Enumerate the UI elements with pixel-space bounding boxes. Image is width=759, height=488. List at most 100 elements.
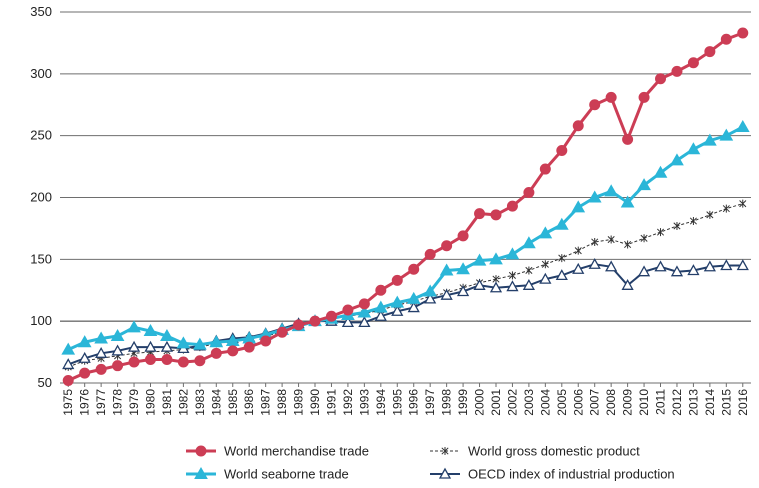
x-tick-label: 2008 [604, 389, 618, 416]
data-point [144, 340, 157, 352]
data-point [79, 367, 91, 379]
data-point [160, 340, 174, 352]
data-point [456, 262, 470, 275]
data-point [522, 236, 536, 249]
x-tick-label: 1977 [94, 389, 108, 416]
series-line [68, 203, 743, 368]
x-tick-label: 1979 [127, 389, 141, 416]
data-point [539, 272, 552, 284]
x-tick-label: 1982 [176, 389, 190, 416]
data-point [95, 346, 108, 358]
data-point [110, 328, 125, 342]
data-point [525, 266, 533, 275]
data-point [127, 320, 141, 333]
data-point [558, 254, 566, 263]
data-point [406, 291, 421, 304]
data-point [78, 351, 91, 363]
data-point [624, 240, 632, 249]
data-point [243, 341, 255, 353]
data-point [719, 128, 734, 141]
data-point [654, 260, 667, 272]
x-tick-label: 1975 [61, 389, 75, 416]
gridlines [60, 11, 751, 387]
x-tick-label: 1994 [374, 389, 388, 416]
x-tick-label: 1997 [423, 389, 437, 416]
data-point [474, 208, 486, 220]
data-point [703, 133, 717, 146]
data-point [276, 326, 288, 338]
data-point [210, 347, 222, 359]
data-point [637, 265, 651, 277]
data-point [687, 264, 700, 276]
y-tick-label: 250 [30, 128, 52, 143]
x-tick-label: 2011 [654, 389, 668, 415]
series-line [67, 125, 744, 351]
data-point [440, 288, 453, 300]
data-point [489, 281, 503, 293]
data-point [722, 204, 730, 213]
data-point [341, 316, 355, 328]
data-point [61, 342, 76, 355]
data-point [441, 240, 453, 252]
data-point [342, 304, 354, 316]
legend-marker [194, 466, 208, 479]
x-tick-label: 1995 [390, 389, 404, 416]
data-point [293, 319, 305, 331]
x-tick-label: 1992 [341, 389, 355, 416]
data-point [490, 209, 502, 221]
data-point [128, 356, 140, 368]
y-tick-label: 50 [38, 375, 52, 390]
x-tick-label: 1999 [456, 389, 470, 416]
data-point [325, 310, 337, 322]
data-point [554, 217, 569, 230]
data-point [489, 252, 503, 265]
x-tick-label: 1996 [407, 389, 421, 416]
legend-marker [195, 445, 207, 457]
data-point [735, 120, 750, 133]
data-point [373, 300, 388, 313]
x-tick-label: 1987 [259, 389, 273, 416]
data-point [572, 120, 584, 132]
data-point [456, 285, 470, 297]
data-point [686, 142, 701, 155]
x-tick-label: 2009 [621, 389, 635, 416]
x-tick-label: 1998 [440, 389, 454, 416]
data-point [589, 99, 601, 111]
data-point [176, 336, 191, 349]
y-tick-label: 200 [30, 190, 52, 205]
x-tick-label: 1986 [242, 389, 256, 416]
x-tick-label: 1981 [160, 389, 174, 416]
data-point [637, 178, 651, 191]
x-tick-label: 2003 [522, 389, 536, 416]
data-point [143, 324, 158, 337]
series-group [61, 27, 750, 387]
data-point [391, 304, 404, 316]
data-point [588, 257, 601, 269]
data-point [571, 200, 586, 213]
data-point [209, 335, 224, 348]
data-point [736, 259, 749, 271]
y-tick-label: 100 [30, 313, 52, 328]
legend-label: World seaborne trade [224, 467, 349, 482]
x-tick-label: 1989 [292, 389, 306, 416]
x-tick-label: 2000 [473, 389, 487, 416]
data-point [309, 315, 321, 327]
legend: World merchandise trade World gross domes… [186, 444, 675, 482]
data-point [375, 284, 387, 296]
data-point [391, 274, 403, 286]
x-tick-label: 1978 [111, 389, 125, 416]
data-point [704, 46, 716, 58]
x-tick-label: 1985 [226, 389, 240, 416]
legend-item: World gross domestic product [430, 444, 640, 459]
data-point [591, 238, 599, 247]
x-tick-label: 1988 [275, 389, 289, 416]
y-tick-label: 350 [30, 4, 52, 19]
data-point [62, 375, 74, 387]
series-line [67, 31, 744, 382]
y-tick-label: 300 [30, 66, 52, 81]
data-point [505, 247, 520, 260]
data-point [374, 309, 387, 321]
data-point [194, 355, 206, 367]
data-point [538, 226, 553, 239]
